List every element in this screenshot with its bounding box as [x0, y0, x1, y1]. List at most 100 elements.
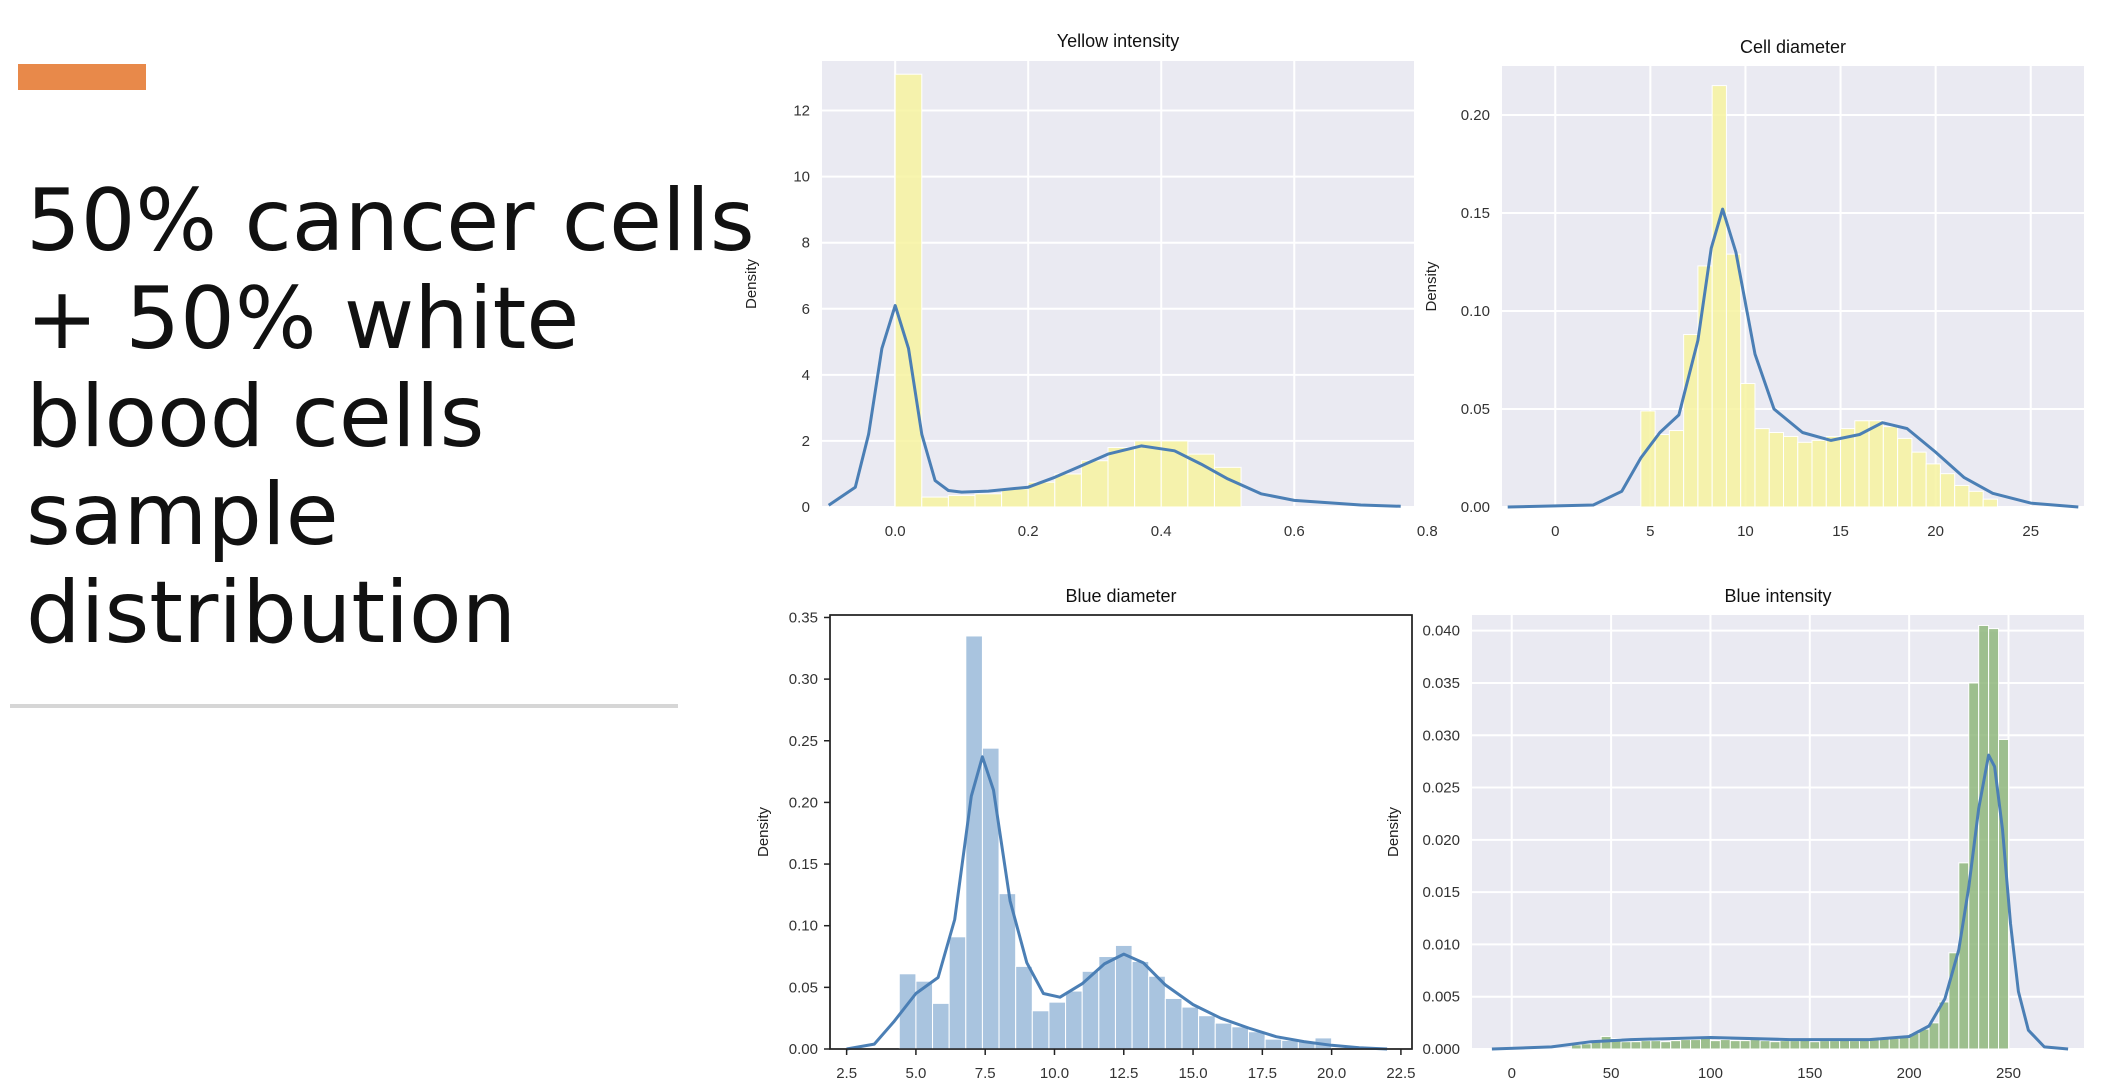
x-tick-label: 0.4 [1151, 523, 1172, 540]
histogram-bar [1709, 1040, 1721, 1050]
histogram-bar [1888, 1038, 1900, 1050]
y-tick-label: 0.25 [789, 733, 818, 750]
histogram-bar [1620, 1041, 1632, 1050]
histogram-bar [1789, 1040, 1801, 1050]
x-tick-label: 12.5 [1109, 1065, 1138, 1082]
histogram-bar [1740, 383, 1756, 508]
x-tick-label: 200 [1897, 1065, 1922, 1082]
kde-line [1491, 753, 2069, 1051]
chart-panel: 2.5 5.0 7.5 10.0 12.5 15.0 17.5 20.0 22.5 0.00 0.0… [755, 586, 1416, 1082]
kde-line [1507, 207, 2079, 509]
histogram-bar [1048, 1001, 1067, 1050]
y-tick-label: 4 [802, 367, 810, 384]
x-tick-label: 0 [1508, 1065, 1516, 1082]
x-tick-label: 5.0 [905, 1065, 926, 1082]
histogram-bar [1668, 430, 1685, 508]
histogram-bar [1988, 628, 2000, 1050]
histogram-bar [1198, 1015, 1216, 1050]
y-tick-label: 0.30 [789, 671, 818, 688]
histogram-bar [947, 494, 976, 508]
y-tick-label: 12 [793, 103, 810, 120]
x-tick-label: 22.5 [1386, 1065, 1415, 1082]
histogram-bar [1600, 1035, 1612, 1050]
x-tick-label: 15.0 [1178, 1065, 1207, 1082]
histogram-bar [1031, 1010, 1050, 1050]
y-tick-label: 0.000 [1422, 1041, 1460, 1058]
y-tick-label: 0.20 [1461, 107, 1490, 124]
histogram-bar [1134, 440, 1162, 508]
histogram-bar [1680, 1039, 1692, 1050]
chart-title: Cell diameter [1740, 37, 1846, 57]
y-tick-label: 0.00 [789, 1041, 818, 1058]
histogram-bar [1148, 975, 1166, 1050]
plot-background [1502, 66, 2084, 507]
histogram-bar [1811, 439, 1827, 508]
histogram-bar [1782, 435, 1799, 508]
histogram-bar [1054, 473, 1082, 508]
histogram-bar [1939, 473, 1956, 508]
slide-title-line: + 50% white [26, 269, 580, 369]
y-tick-label: 0.20 [789, 794, 818, 811]
slide-title-line: 50% cancer cells [26, 171, 755, 271]
histogram-bar [1214, 1022, 1233, 1050]
histogram-bar [1868, 1039, 1880, 1050]
histogram-bar [1978, 624, 1990, 1050]
x-tick-label: 0.2 [1018, 523, 1039, 540]
x-tick-label: 7.5 [975, 1065, 996, 1082]
x-tick-label: 5 [1646, 523, 1654, 540]
histogram-bar [1797, 441, 1813, 508]
y-axis-label: Density [755, 806, 772, 857]
histogram-bar [1015, 965, 1033, 1050]
histogram-bar [1131, 960, 1150, 1050]
histogram-bar [921, 496, 949, 508]
y-axis-label: Density [743, 258, 760, 309]
histogram-bar [1829, 1040, 1841, 1050]
y-tick-label: 0.05 [789, 979, 818, 996]
kde-line [846, 755, 1388, 1051]
histogram-bar [1098, 956, 1116, 1050]
histogram-bar [1897, 437, 1913, 508]
histogram-bar [1759, 1040, 1771, 1050]
histogram-bar [1769, 1041, 1781, 1050]
x-tick-label: 0.6 [1284, 523, 1305, 540]
histogram-bar [1630, 1041, 1642, 1050]
histogram-bar [1181, 1006, 1200, 1050]
plot-frame [829, 614, 1413, 1050]
y-tick-label: 0.015 [1422, 884, 1460, 901]
chart-panel: 0.0 0.2 0.4 0.6 0.8 0 2 4 6 8 10 12 Yellow intensity… [743, 31, 1438, 540]
histogram-bar [1247, 1031, 1266, 1050]
histogram-bar [1719, 1039, 1731, 1050]
title-divider [10, 704, 678, 708]
y-tick-label: 0 [802, 499, 810, 516]
y-tick-label: 0.020 [1422, 832, 1460, 849]
x-tick-label: 50 [1603, 1065, 1620, 1082]
histogram-bar [1954, 484, 1970, 508]
y-tick-label: 6 [802, 301, 810, 318]
histogram-bar [1840, 428, 1856, 508]
y-tick-label: 0.010 [1422, 936, 1460, 953]
histogram-bar [1107, 447, 1136, 508]
histogram-bar [1697, 265, 1713, 508]
histogram-bar [1868, 420, 1884, 508]
x-tick-label: 10 [1737, 523, 1754, 540]
histogram-bar [1982, 498, 1998, 508]
histogram-bar [1065, 990, 1083, 1050]
x-tick-label: 25 [2022, 523, 2039, 540]
histogram-bar [1187, 453, 1215, 508]
y-tick-label: 0.00 [1461, 499, 1490, 516]
x-tick-label: 150 [1797, 1065, 1822, 1082]
y-tick-label: 0.15 [1461, 205, 1490, 222]
x-tick-label: 17.5 [1248, 1065, 1277, 1082]
y-tick-label: 0.10 [789, 918, 818, 935]
histogram-bar [1670, 1040, 1682, 1050]
y-axis-label: Density [1423, 261, 1440, 312]
histogram-bar [1849, 1040, 1860, 1050]
histogram-bar [1725, 253, 1742, 508]
histogram-bar [1683, 334, 1699, 508]
histogram-bar [1700, 1038, 1711, 1050]
y-tick-label: 0.040 [1422, 623, 1460, 640]
histogram-bar [1264, 1038, 1283, 1050]
x-tick-label: 0.0 [885, 523, 906, 540]
histogram-bar [1660, 1041, 1672, 1050]
